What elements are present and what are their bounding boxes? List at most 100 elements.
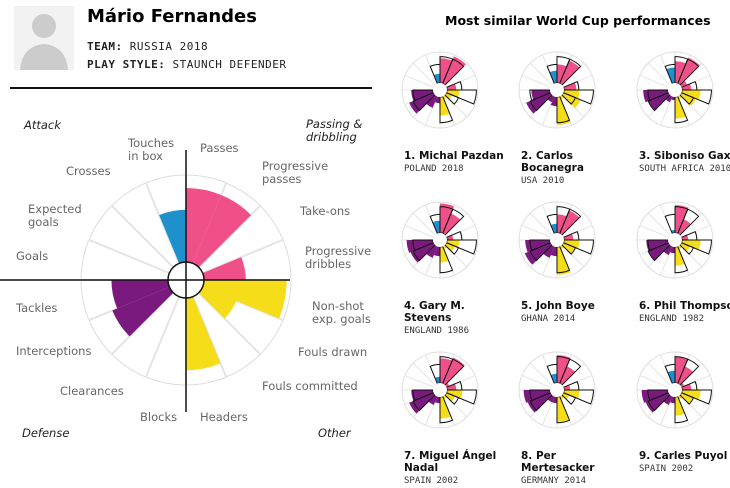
team: TEAM: RUSSIA 2018 <box>87 40 208 53</box>
spoke <box>521 374 551 388</box>
sector <box>667 370 675 384</box>
category-label: Expected goals <box>28 202 82 229</box>
similar-name: 7. Miguel Ángel Nadal <box>404 450 497 474</box>
similar-name: 6. Phil Thompson <box>639 300 730 312</box>
sector <box>411 90 434 101</box>
spoke <box>529 212 553 236</box>
sector <box>543 244 555 258</box>
sector <box>526 92 553 114</box>
sector <box>547 394 555 403</box>
sector <box>681 240 701 250</box>
team-label: TEAM: <box>87 40 123 53</box>
sector <box>198 286 237 319</box>
sector <box>675 205 689 234</box>
play-style: PLAY STYLE: STAUNCH DEFENDER <box>87 58 286 71</box>
sector <box>679 392 693 404</box>
sector <box>549 70 557 84</box>
sector <box>446 90 460 98</box>
sector <box>663 244 673 256</box>
sector <box>446 240 460 248</box>
spoke <box>424 246 438 276</box>
sector <box>159 209 186 264</box>
hole <box>668 233 682 247</box>
sector <box>669 396 675 404</box>
hole <box>433 383 447 397</box>
similar-name: 5. John Boye <box>521 300 595 312</box>
sector <box>563 390 580 399</box>
spoke <box>111 205 174 268</box>
sector <box>111 280 170 309</box>
quadrant-label: Defense <box>22 426 70 440</box>
sector <box>433 246 440 257</box>
sector <box>531 90 551 100</box>
sector <box>677 57 700 86</box>
category-label: Crosses <box>66 164 111 178</box>
sector <box>426 94 438 108</box>
similar-team: SOUTH AFRICA 2010 <box>639 164 730 174</box>
hole <box>433 83 447 97</box>
sector <box>663 394 673 406</box>
spoke <box>639 374 669 388</box>
player-name: Mário Fernandes <box>87 6 257 27</box>
spoke <box>88 238 170 275</box>
similar-name: 8. Per Mertesacker <box>521 450 595 474</box>
sector <box>411 390 434 401</box>
sector <box>648 242 671 261</box>
spoke <box>647 62 671 86</box>
spoke <box>404 374 434 388</box>
sector <box>547 94 555 103</box>
similar-team: ENGLAND 1982 <box>639 314 705 324</box>
sector <box>446 83 457 90</box>
spoke <box>639 224 669 238</box>
hole <box>668 383 682 397</box>
category-label: Clearances <box>60 384 124 398</box>
style-value: STAUNCH DEFENDER <box>172 58 287 71</box>
spoke <box>529 362 553 386</box>
sector <box>186 296 221 371</box>
sector <box>202 257 246 280</box>
sector <box>666 67 675 84</box>
sector <box>442 357 465 386</box>
hole <box>668 83 682 97</box>
avatar <box>14 6 74 70</box>
sector <box>563 90 580 99</box>
quadrant-label: Passing & dribbling <box>306 117 363 144</box>
quadrant-label: Other <box>318 426 351 440</box>
sector <box>440 58 453 84</box>
sector <box>557 246 571 275</box>
category-label: Progressive passes <box>262 159 329 186</box>
sector <box>440 246 449 263</box>
similar-name: 1. Michal Pazdan <box>404 150 504 162</box>
category-label: Take-ons <box>300 204 351 218</box>
sector <box>557 96 571 125</box>
sector <box>675 396 685 416</box>
sector <box>557 64 567 84</box>
sector <box>681 383 692 390</box>
sector <box>679 242 691 252</box>
sector <box>442 213 461 236</box>
category-label: Blocks <box>140 410 178 424</box>
similar-name: 4. Gary M. Stevens <box>404 300 465 324</box>
category-label: Interceptions <box>16 344 92 358</box>
sector <box>550 96 557 107</box>
similar-title: Most similar World Cup performances <box>445 13 711 28</box>
sector <box>186 188 222 264</box>
sector <box>432 220 440 234</box>
sector <box>563 384 571 390</box>
similar-team: POLAND 2018 <box>404 164 464 174</box>
spoke <box>521 224 551 238</box>
sector <box>646 240 669 251</box>
sector <box>192 195 252 268</box>
sector <box>675 356 688 384</box>
sector <box>550 246 557 257</box>
sector <box>428 394 438 406</box>
sector <box>675 61 686 84</box>
sector <box>677 219 691 236</box>
similar-name: 3. Siboniso Gaxa <box>639 150 730 162</box>
sector <box>671 96 675 101</box>
spoke <box>647 362 671 386</box>
spoke <box>404 74 434 88</box>
sector <box>446 383 457 390</box>
sector <box>557 396 570 422</box>
